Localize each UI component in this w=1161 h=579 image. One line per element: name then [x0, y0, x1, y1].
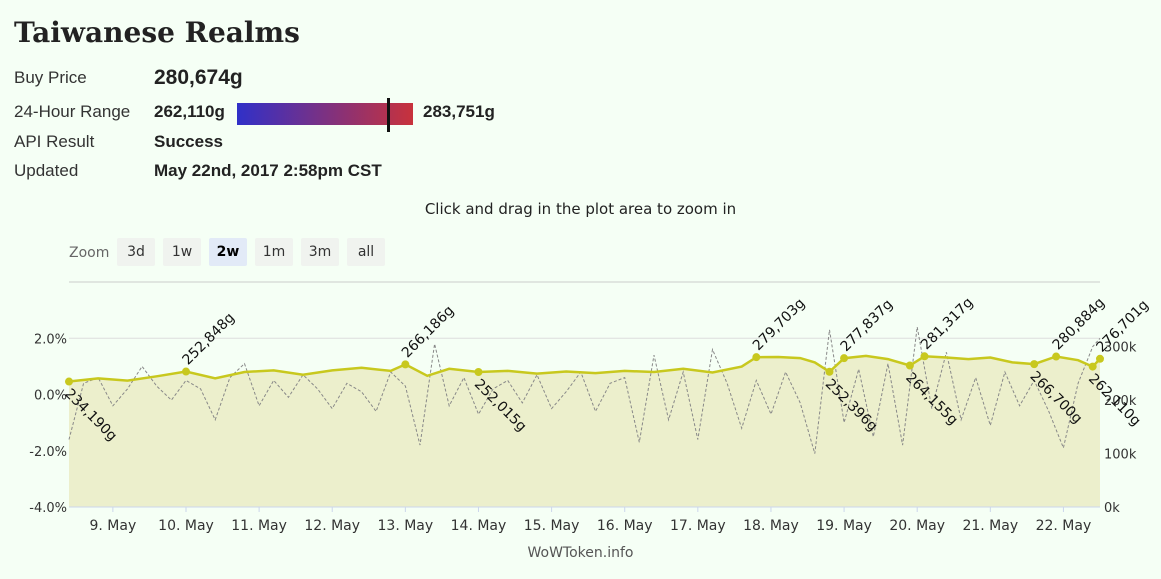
right-axis-tick: 300k [1104, 340, 1137, 355]
left-axis-tick: -2.0% [29, 445, 67, 460]
chart-credit: WoWToken.info [527, 545, 634, 561]
range-bar [237, 98, 413, 132]
x-axis-tick: 16. May [597, 518, 653, 534]
zoom-hint: Click and drag in the plot area to zoom … [424, 200, 737, 218]
api-label: API Result [14, 132, 95, 151]
marker-label: 266,700g [1027, 368, 1086, 427]
x-axis-tick: 12. May [304, 518, 360, 534]
zoom-label: Zoom [69, 245, 110, 261]
updated-value: May 22nd, 2017 2:58pm CST [154, 161, 382, 180]
price-marker [825, 367, 834, 376]
price-marker [181, 367, 190, 376]
price-area [69, 355, 1100, 507]
api-value: Success [154, 132, 223, 151]
marker-label: 279,703g [750, 295, 809, 354]
x-axis-tick: 19. May [816, 518, 872, 534]
zoom-button-3d[interactable]: 3d [117, 238, 155, 266]
range-high-value: 283,751g [423, 102, 495, 121]
range-label: 24-Hour Range [14, 102, 131, 121]
price-marker [1088, 362, 1097, 371]
range-current-marker [386, 98, 390, 132]
right-axis-tick: 200k [1104, 394, 1137, 409]
x-axis-tick: 10. May [158, 518, 214, 534]
x-axis-tick: 11. May [231, 518, 287, 534]
buy-price-value: 280,674g [154, 66, 243, 89]
x-axis-tick: 17. May [670, 518, 726, 534]
marker-label: 252,396g [822, 376, 881, 435]
marker-label: 264,155g [902, 370, 961, 429]
x-axis-tick: 18. May [743, 518, 799, 534]
zoom-button-all[interactable]: all [347, 238, 385, 266]
range-low-value: 262,110g [154, 102, 225, 121]
marker-label: 281,317g [918, 295, 977, 354]
price-marker [752, 353, 761, 362]
marker-label: 280,884g [1050, 295, 1109, 354]
price-marker [905, 361, 914, 370]
x-axis-tick: 20. May [889, 518, 945, 534]
marker-label: 276,701g [1094, 297, 1153, 356]
updated-label: Updated [14, 161, 79, 180]
x-axis-tick: 9. May [89, 518, 136, 534]
marker-label: 234,190g [61, 386, 120, 445]
price-marker [65, 377, 73, 386]
range-row: 24-Hour Range 262,110g 283,751g [14, 98, 534, 132]
left-axis-tick: 2.0% [34, 332, 67, 347]
x-axis-tick: 22. May [1036, 518, 1092, 534]
buy-price-label: Buy Price [14, 68, 87, 87]
price-marker [1030, 360, 1039, 369]
page-title: Taiwanese Realms [14, 16, 300, 49]
marker-label: 262,110g [1085, 371, 1144, 430]
zoom-button-1m[interactable]: 1m [255, 238, 293, 266]
x-axis-tick: 13. May [378, 518, 434, 534]
price-marker [474, 367, 483, 376]
x-axis-tick: 21. May [962, 518, 1018, 534]
price-marker [1096, 354, 1104, 363]
zoom-button-2w[interactable]: 2w [209, 238, 247, 266]
zoom-button-3m[interactable]: 3m [301, 238, 339, 266]
right-axis-tick: 0k [1104, 501, 1120, 516]
left-axis-tick: -4.0% [29, 501, 67, 516]
price-marker [840, 354, 849, 363]
left-axis-tick: 0.0% [34, 389, 67, 404]
zoom-button-1w[interactable]: 1w [163, 238, 201, 266]
price-marker [920, 352, 929, 361]
x-axis-tick: 15. May [524, 518, 580, 534]
marker-label: 252,848g [180, 310, 239, 369]
marker-label: 252,015g [471, 376, 530, 435]
change-line [68, 326, 1101, 454]
price-marker [401, 360, 410, 369]
price-line [68, 354, 1101, 383]
x-axis-tick: 14. May [451, 518, 507, 534]
price-marker [1052, 352, 1061, 361]
right-axis-tick: 100k [1104, 447, 1137, 462]
marker-label: 277,837g [838, 296, 897, 355]
marker-label: 266,186g [399, 303, 458, 362]
